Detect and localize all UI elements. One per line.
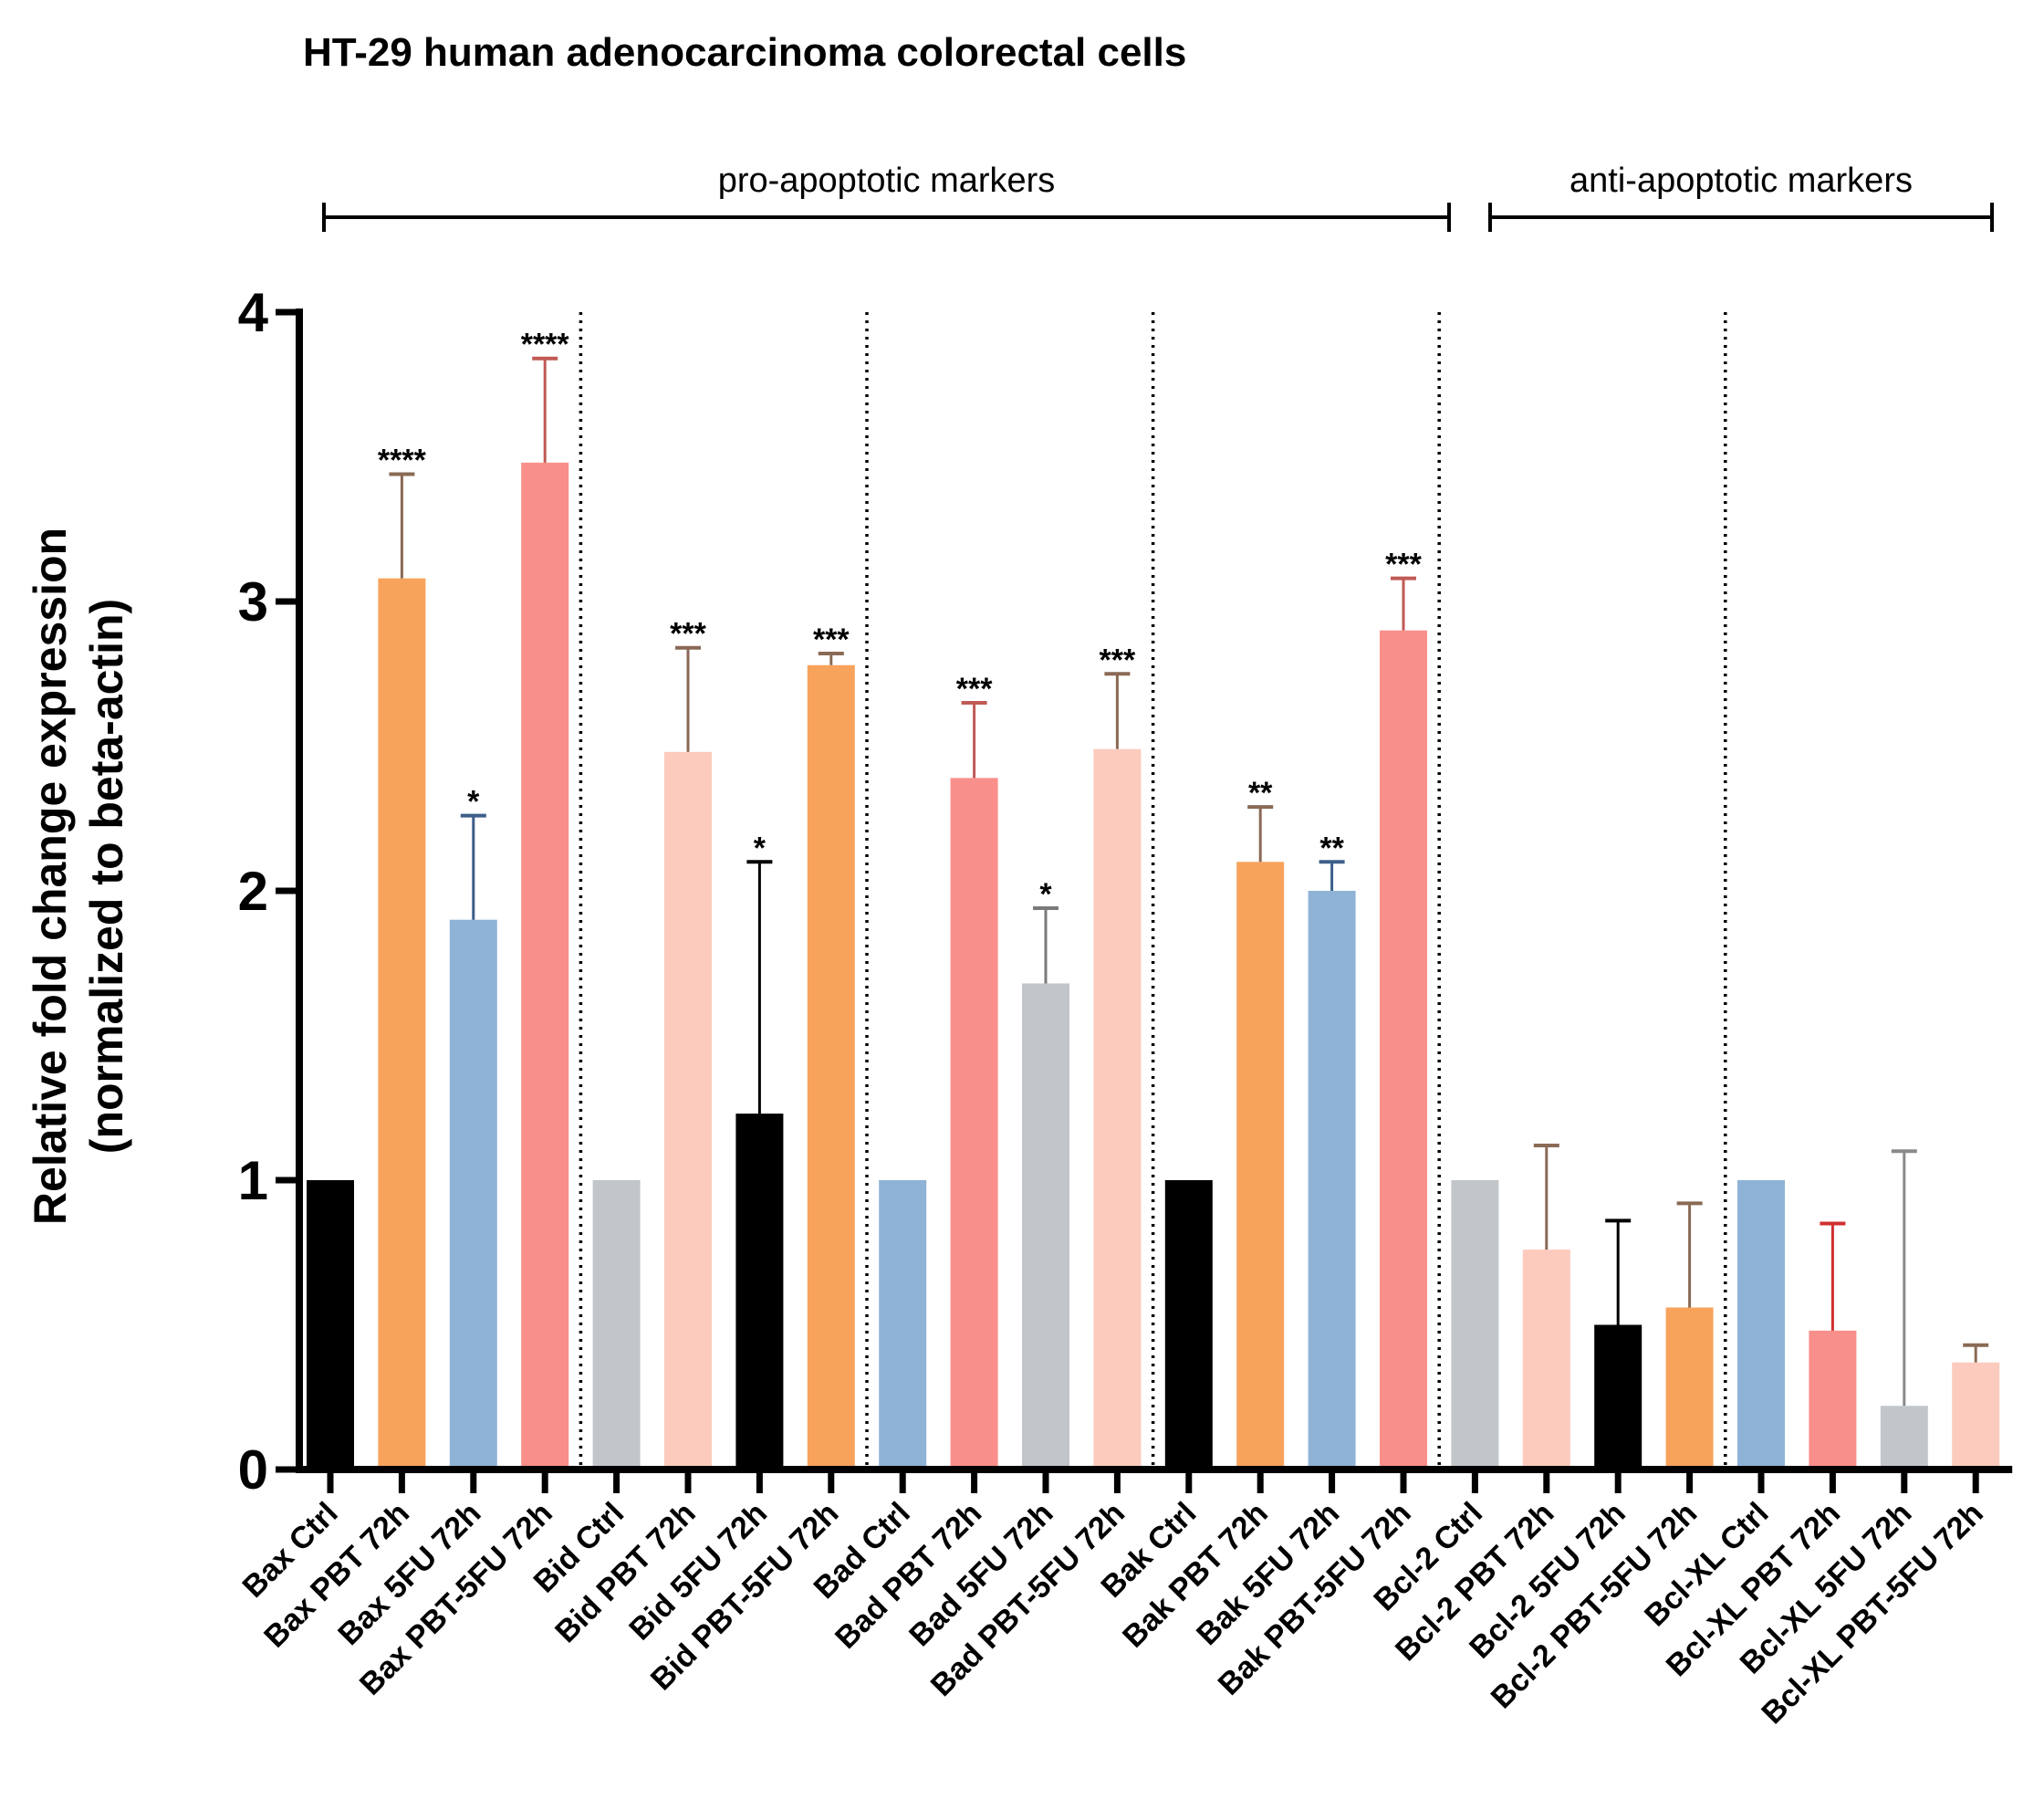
significance-label: ****: [378, 444, 427, 478]
significance-label: *: [467, 785, 480, 820]
bar: [950, 778, 998, 1470]
y-axis-label-line2: (normalized to beta-actin): [81, 599, 132, 1154]
bar: [664, 751, 712, 1470]
bar: [307, 1180, 354, 1470]
significance-label: ***: [956, 672, 993, 706]
bar: [1093, 748, 1142, 1470]
bar: [1522, 1250, 1570, 1470]
bar: [449, 919, 497, 1470]
y-tick-label: 1: [238, 1150, 268, 1211]
error-bars: [389, 356, 1989, 1407]
bar: [1164, 1180, 1213, 1470]
significance-label: ***: [813, 622, 850, 657]
significance-label: *: [754, 831, 766, 865]
significance-labels: ******************************: [378, 328, 1423, 912]
significance-label: **: [1319, 831, 1344, 865]
bar: [1022, 983, 1069, 1470]
bar: [592, 1180, 641, 1470]
bar: [378, 578, 426, 1470]
bar: [1737, 1180, 1785, 1470]
y-ticks: 0 1 2 3 4: [238, 282, 299, 1501]
bar: [735, 1114, 784, 1470]
bar: [1380, 630, 1427, 1470]
bars: [307, 462, 2000, 1470]
bar: [807, 664, 855, 1470]
chart-title: HT-29 human adenocarcinoma colorectal ce…: [303, 30, 1186, 75]
y-tick-label: 4: [238, 282, 269, 343]
significance-label: ***: [1385, 548, 1422, 582]
significance-label: *: [1039, 877, 1052, 912]
bar: [1236, 862, 1285, 1470]
significance-label: **: [1248, 776, 1273, 811]
bar: [1594, 1324, 1642, 1470]
bar: [1308, 891, 1356, 1470]
group-label: anti-apoptotic markers: [1570, 162, 1913, 200]
bar: [879, 1180, 927, 1470]
group-label: pro-apoptotic markers: [718, 162, 1056, 200]
significance-label: ***: [1100, 643, 1136, 677]
group-brackets: pro-apoptotic markers anti-apoptotic mark…: [322, 162, 1994, 232]
bar: [1665, 1307, 1714, 1470]
y-axis-label-line1: Relative fold change expression: [25, 528, 76, 1225]
bar: [521, 462, 569, 1470]
significance-label: ***: [670, 617, 706, 652]
y-axis-title: Relative fold change expression (normali…: [25, 528, 132, 1225]
bar: [1451, 1180, 1499, 1470]
bar: [1952, 1362, 2000, 1470]
y-tick-label: 0: [238, 1439, 268, 1501]
bar: [1809, 1330, 1857, 1470]
y-tick-label: 2: [238, 861, 268, 922]
y-tick-label: 3: [238, 571, 268, 633]
bar: [1880, 1406, 1928, 1470]
significance-label: ****: [521, 328, 570, 362]
